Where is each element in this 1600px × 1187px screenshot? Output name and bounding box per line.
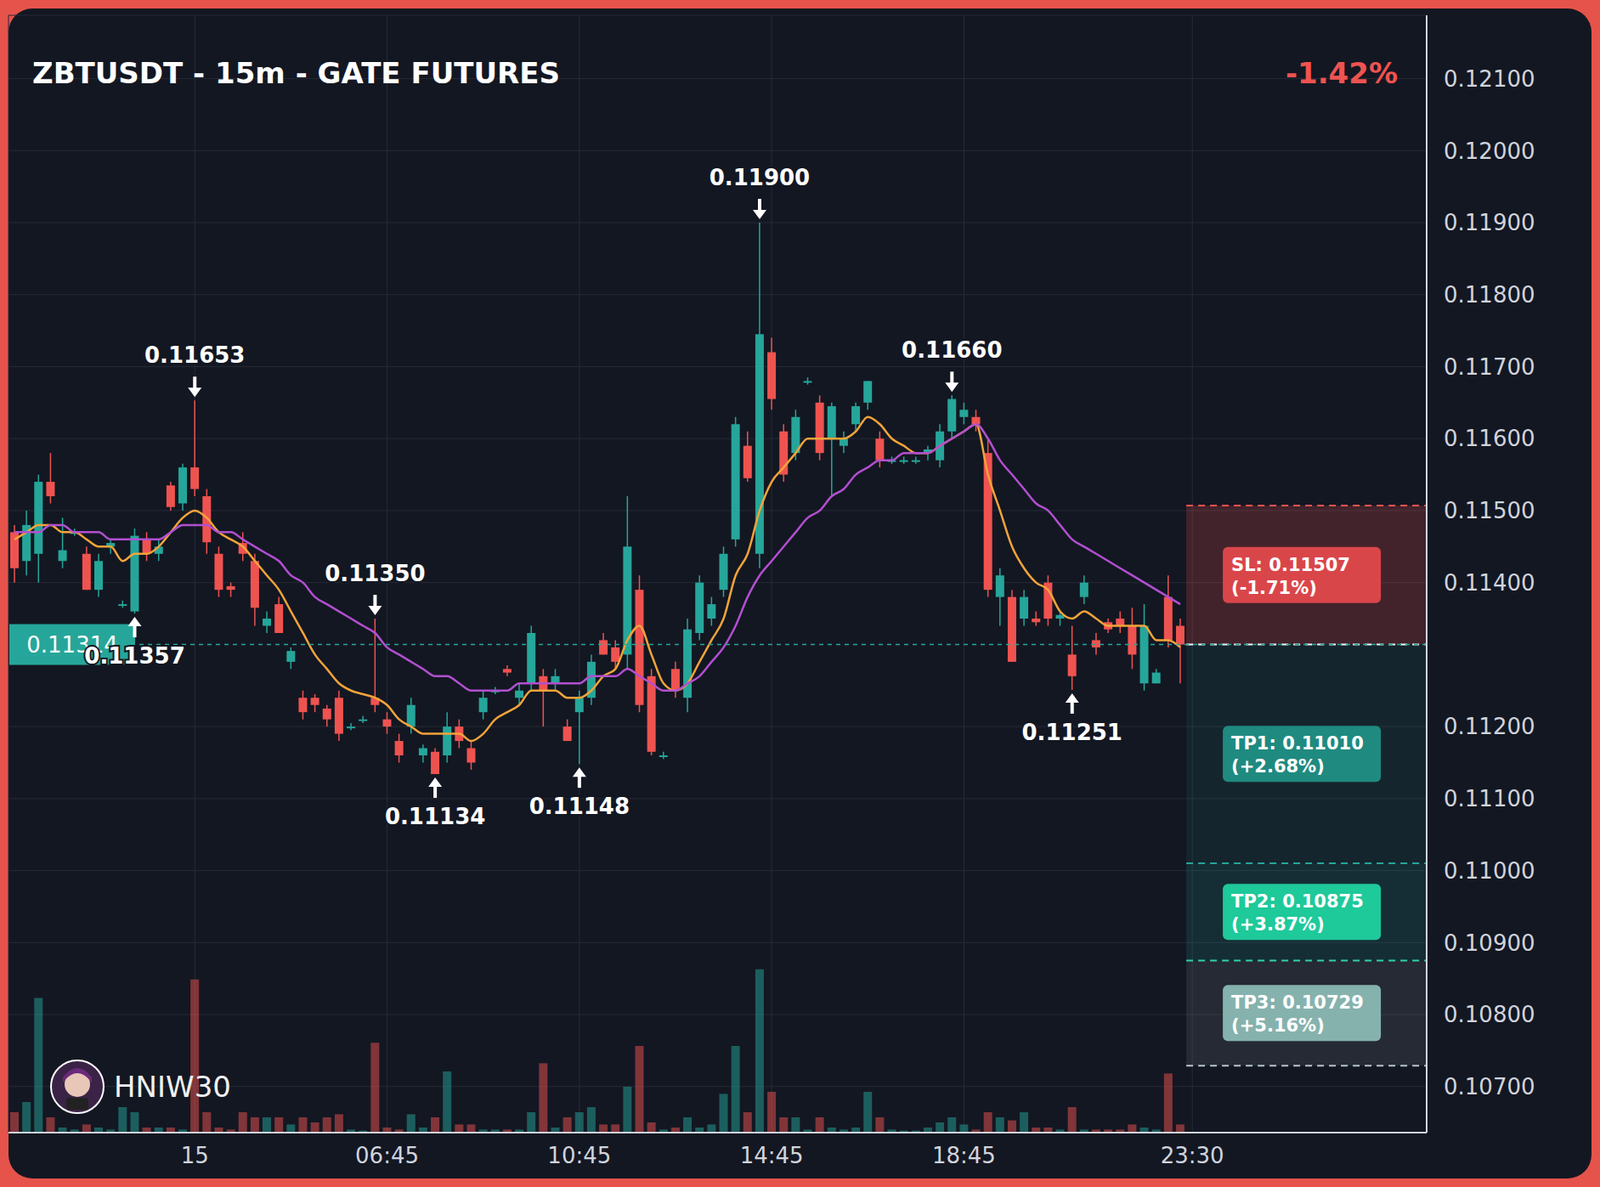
svg-text:0.11000: 0.11000: [1443, 858, 1536, 884]
svg-text:10:45: 10:45: [547, 1142, 611, 1169]
svg-text:0.11500: 0.11500: [1443, 497, 1536, 524]
svg-text:0.10800: 0.10800: [1443, 1001, 1536, 1028]
html-text:-1.42%: -1.42%: [1285, 56, 1398, 91]
svg-text:TP3: 0.10729: TP3: 0.10729: [1231, 992, 1364, 1013]
svg-text:0.12000: 0.12000: [1443, 138, 1536, 164]
html-text:ZBTUSDT - 15m - GATE FUTURES: ZBTUSDT - 15m - GATE FUTURES: [32, 56, 560, 91]
svg-text:(+5.16%): (+5.16%): [1231, 1015, 1325, 1036]
svg-text:0.11660: 0.11660: [901, 337, 1002, 363]
svg-text:0.11900: 0.11900: [1443, 209, 1536, 236]
svg-text:0.11653: 0.11653: [144, 342, 245, 368]
svg-text:06:45: 06:45: [355, 1142, 419, 1169]
svg-text:(+3.87%): (+3.87%): [1231, 914, 1325, 935]
svg-text:TP1: 0.11010: TP1: 0.11010: [1231, 733, 1364, 754]
svg-text:23:30: 23:30: [1160, 1142, 1225, 1169]
svg-text:0.11148: 0.11148: [529, 793, 630, 820]
svg-text:0.11251: 0.11251: [1022, 719, 1123, 746]
svg-text:0.11700: 0.11700: [1443, 354, 1536, 380]
svg-text:(-1.71%): (-1.71%): [1231, 577, 1318, 599]
html-text:HNIW30: HNIW30: [113, 1069, 232, 1104]
svg-text:0.11400: 0.11400: [1443, 570, 1536, 596]
svg-text:0.10900: 0.10900: [1443, 930, 1536, 956]
svg-text:0.11134: 0.11134: [384, 803, 486, 830]
svg-text:0.11350: 0.11350: [324, 560, 425, 587]
svg-text:0.11800: 0.11800: [1443, 282, 1536, 308]
svg-text:0.11100: 0.11100: [1443, 785, 1536, 812]
svg-text:SL: 0.11507: SL: 0.11507: [1231, 554, 1351, 576]
svg-text:0.11600: 0.11600: [1443, 425, 1536, 452]
svg-text:0.11314: 0.11314: [26, 631, 118, 658]
svg-text:14:45: 14:45: [740, 1142, 804, 1169]
svg-text:0.12100: 0.12100: [1443, 66, 1536, 92]
svg-text:15: 15: [180, 1142, 210, 1169]
svg-text:0.10700: 0.10700: [1443, 1074, 1536, 1100]
svg-text:0.11900: 0.11900: [709, 164, 810, 191]
svg-text:0.11357: 0.11357: [84, 643, 185, 669]
svg-text:(+2.68%): (+2.68%): [1231, 756, 1325, 777]
svg-text:18:45: 18:45: [932, 1142, 996, 1169]
svg-text:TP2: 0.10875: TP2: 0.10875: [1231, 891, 1364, 912]
svg-text:0.11200: 0.11200: [1443, 713, 1536, 740]
